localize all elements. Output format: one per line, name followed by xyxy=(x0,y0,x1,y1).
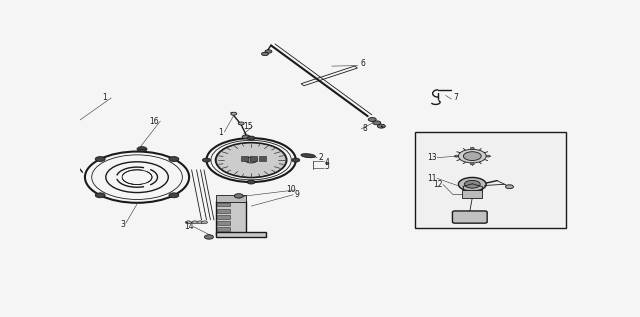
Text: 10: 10 xyxy=(286,185,296,194)
Circle shape xyxy=(245,157,257,163)
Bar xyxy=(216,201,246,235)
Circle shape xyxy=(202,221,207,224)
Circle shape xyxy=(458,178,486,191)
Text: 13: 13 xyxy=(428,153,437,162)
Circle shape xyxy=(95,157,105,161)
Bar xyxy=(250,156,257,161)
Circle shape xyxy=(368,118,376,121)
Circle shape xyxy=(192,221,198,224)
Text: 7: 7 xyxy=(453,93,458,102)
Text: 6: 6 xyxy=(360,59,365,68)
Circle shape xyxy=(95,193,105,198)
Bar xyxy=(216,232,266,237)
Bar xyxy=(218,209,230,213)
Circle shape xyxy=(247,180,255,184)
Circle shape xyxy=(169,157,179,161)
Circle shape xyxy=(238,122,244,125)
Bar xyxy=(218,203,230,206)
Text: 3: 3 xyxy=(121,220,125,229)
Circle shape xyxy=(202,158,211,162)
Circle shape xyxy=(292,158,300,162)
Text: 15: 15 xyxy=(244,122,253,131)
FancyBboxPatch shape xyxy=(452,211,487,223)
Circle shape xyxy=(265,50,272,53)
Circle shape xyxy=(262,52,269,55)
Circle shape xyxy=(216,143,286,177)
Circle shape xyxy=(234,194,243,198)
Text: 1: 1 xyxy=(218,127,223,137)
Bar xyxy=(44,191,54,196)
Circle shape xyxy=(186,221,191,224)
Bar xyxy=(218,221,230,225)
Text: 12: 12 xyxy=(433,180,443,189)
Bar xyxy=(42,145,52,149)
Circle shape xyxy=(247,136,255,140)
Text: 9: 9 xyxy=(294,190,299,199)
Bar xyxy=(259,156,266,161)
Text: 8: 8 xyxy=(363,124,367,133)
Bar xyxy=(241,156,248,161)
Circle shape xyxy=(458,149,486,163)
Bar xyxy=(462,191,482,198)
Ellipse shape xyxy=(301,154,316,158)
Circle shape xyxy=(465,180,480,188)
Circle shape xyxy=(373,121,381,125)
Circle shape xyxy=(197,221,203,224)
Circle shape xyxy=(454,155,458,157)
Circle shape xyxy=(169,193,179,198)
Circle shape xyxy=(506,185,513,189)
Circle shape xyxy=(470,163,474,165)
Text: 1: 1 xyxy=(102,93,107,102)
Circle shape xyxy=(137,147,147,152)
Text: 5: 5 xyxy=(324,162,330,171)
Circle shape xyxy=(378,124,385,128)
Circle shape xyxy=(205,235,213,239)
Text: 2: 2 xyxy=(318,153,323,162)
Bar xyxy=(44,135,54,139)
Text: 4: 4 xyxy=(324,158,330,167)
Circle shape xyxy=(242,135,250,139)
Bar xyxy=(216,195,246,203)
Text: 14: 14 xyxy=(184,222,194,231)
Text: 11: 11 xyxy=(428,174,436,183)
Bar xyxy=(415,132,566,229)
Circle shape xyxy=(470,147,474,149)
Bar xyxy=(218,227,230,231)
Circle shape xyxy=(231,112,237,115)
Circle shape xyxy=(486,155,490,157)
Text: 16: 16 xyxy=(150,117,159,126)
Circle shape xyxy=(463,152,481,160)
Bar xyxy=(218,215,230,219)
